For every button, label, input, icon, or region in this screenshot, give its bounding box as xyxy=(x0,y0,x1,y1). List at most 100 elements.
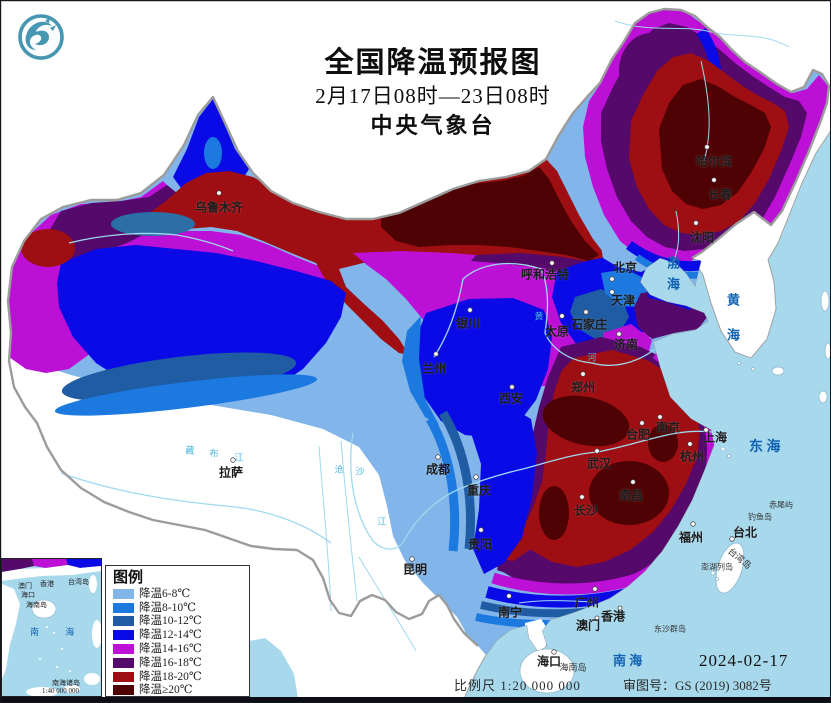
legend-swatch xyxy=(113,588,134,599)
city-label: 昆明 xyxy=(402,562,428,577)
legend-swatch xyxy=(113,657,134,668)
city-label: 西安 xyxy=(498,391,524,406)
legend-label: 降温10-12℃ xyxy=(139,615,202,628)
legend-label: 降温18-20℃ xyxy=(139,670,202,683)
city-label: 哈尔滨 xyxy=(695,154,733,169)
city-label: 郑州 xyxy=(570,380,596,395)
geo-label-penghu: 澎湖列岛 xyxy=(701,562,733,572)
legend: 图例 降温6-8℃ 降温8-10℃ 降温10-12℃ 降温12-14℃ 降温14… xyxy=(105,565,250,697)
approval-number: 审图号：GS (2019) 3082号 xyxy=(623,678,772,693)
river-label: 布 xyxy=(209,448,219,459)
legend-row: 降温18-20℃ xyxy=(113,670,242,684)
legend-label: 降温≥20℃ xyxy=(139,684,193,697)
bottom-bar xyxy=(1,697,830,702)
legend-row: 降温≥20℃ xyxy=(113,684,242,698)
city-label: 乌鲁木齐 xyxy=(194,200,244,215)
inset-label-taiwandao: 台湾岛 xyxy=(68,578,89,586)
islands xyxy=(519,290,830,694)
geo-label-dongsha: 东沙群岛 xyxy=(654,624,686,634)
sea-label-nanhai: 南 海 xyxy=(613,653,643,668)
city-label: 成都 xyxy=(425,462,451,477)
legend-label: 降温14-16℃ xyxy=(139,643,202,656)
legend-label: 降温16-18℃ xyxy=(139,656,202,669)
legend-row: 降温8-10℃ xyxy=(113,601,242,615)
geo-label-chiwei: 赤尾屿 xyxy=(769,500,793,510)
river-label: 河 xyxy=(587,352,597,363)
city-label: 贵阳 xyxy=(467,537,493,552)
city-label: 重庆 xyxy=(466,483,492,498)
river-label: 江 xyxy=(234,452,244,463)
legend-swatch xyxy=(113,685,134,696)
issue-date: 2024-02-17 xyxy=(699,651,789,670)
city-label: 合肥 xyxy=(625,427,651,442)
legend-row: 降温16-18℃ xyxy=(113,656,242,670)
legend-swatch xyxy=(113,602,134,613)
legend-title: 图例 xyxy=(113,570,144,586)
legend-row: 降温14-16℃ xyxy=(113,642,242,656)
map-scale: 比例尺 1:20 000 000 xyxy=(454,678,581,693)
legend-label: 降温12-14℃ xyxy=(139,629,202,642)
issuer: 中央气象台 xyxy=(370,113,496,138)
city-label: 澳门 xyxy=(575,618,601,633)
sea-label-huanghai: 黄海 xyxy=(725,293,740,363)
river-label: 黄 xyxy=(534,311,544,322)
inset-label-aomen: 澳门 xyxy=(18,582,32,590)
legend-swatch xyxy=(113,671,134,682)
city-label: 海口 xyxy=(536,654,562,669)
city-label: 上海 xyxy=(702,430,728,445)
city-label: 南京 xyxy=(655,420,681,435)
city-label: 长春 xyxy=(707,187,733,202)
city-label: 武汉 xyxy=(586,456,612,471)
city-label: 呼和浩特 xyxy=(520,267,570,282)
sea-label-donghai: 东 海 xyxy=(749,440,781,455)
legend-label: 降温8-10℃ xyxy=(139,601,196,614)
inset-label-hainandao: 海南岛 xyxy=(26,601,47,609)
geo-label-diaoyu: 钓鱼岛 xyxy=(748,512,772,522)
city-label: 南昌 xyxy=(618,488,644,503)
city-label: 银川 xyxy=(455,316,481,331)
city-label: 香港 xyxy=(600,609,626,624)
city-label: 广州 xyxy=(574,595,600,610)
river-label: 江 xyxy=(377,516,387,527)
legend-swatch xyxy=(113,644,134,655)
river-label: 藏 xyxy=(185,445,195,456)
city-markers xyxy=(216,144,735,655)
city-label: 北京 xyxy=(612,260,638,275)
city-label: 天津 xyxy=(610,293,636,308)
city-label: 长沙 xyxy=(573,503,599,518)
city-label: 太原 xyxy=(544,324,570,339)
legend-row: 降温10-12℃ xyxy=(113,615,242,629)
river-label: 沙 xyxy=(355,466,365,477)
forecast-period: 2月17日08时—23日08时 xyxy=(315,84,551,108)
city-label: 台北 xyxy=(732,525,758,540)
inset-map xyxy=(2,559,101,696)
page-title: 全国降温预报图 xyxy=(324,47,542,79)
geo-label-hainan: 海南岛 xyxy=(559,662,587,673)
river-label: 沧 xyxy=(334,464,344,475)
inset-scale: 1:40 000 000 xyxy=(42,687,79,695)
taiwan-island xyxy=(715,542,745,594)
city-label: 兰州 xyxy=(421,361,447,376)
city-label: 福州 xyxy=(678,530,704,545)
legend-swatch xyxy=(113,630,134,641)
south-china-sea-inset: 澳门 香港 台湾岛 海口 海南岛 南 海 南海诸岛 1:40 000 000 xyxy=(1,558,102,697)
city-label: 南宁 xyxy=(497,605,523,620)
inset-label-xianggang: 香港 xyxy=(40,580,54,588)
legend-label: 降温6-8℃ xyxy=(139,587,191,600)
city-label: 济南 xyxy=(613,337,639,352)
legend-row: 降温12-14℃ xyxy=(113,628,242,642)
city-label: 石家庄 xyxy=(570,317,608,332)
sea-label-bohai: 渤海 xyxy=(665,256,680,298)
inset-label-nanhai: 南 海 xyxy=(30,627,87,637)
legend-swatch xyxy=(113,616,134,627)
cma-logo-icon xyxy=(18,14,64,60)
city-label: 拉萨 xyxy=(218,465,244,480)
china-border xyxy=(6,7,830,647)
city-label: 杭州 xyxy=(679,449,705,464)
legend-row: 降温6-8℃ xyxy=(113,587,242,601)
hainan-island xyxy=(519,648,575,694)
inset-label-name: 南海诸岛 xyxy=(52,679,80,687)
map-title-block: 全国降温预报图 2月17日08时—23日08时 中央气象台 xyxy=(233,45,633,141)
